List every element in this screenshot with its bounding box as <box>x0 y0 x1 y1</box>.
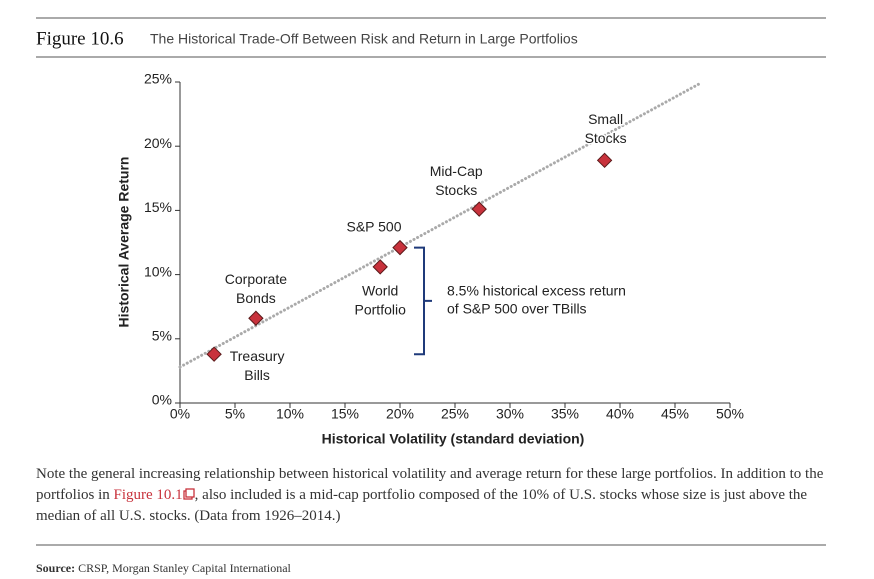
source-text: CRSP, Morgan Stanley Capital Internation… <box>78 561 291 575</box>
y-tick-label: 0% <box>152 392 172 408</box>
x-axis-title: Historical Volatility (standard deviatio… <box>322 431 585 447</box>
y-axis-title: Historical Average Return <box>116 157 132 328</box>
x-tick-label: 15% <box>331 406 359 422</box>
x-tick-label: 35% <box>551 406 579 422</box>
y-tick-label: 5% <box>152 328 172 344</box>
point <box>248 310 264 326</box>
x-tick-label: 20% <box>386 406 414 422</box>
bracket <box>414 246 432 356</box>
point-label: Stocks <box>585 130 627 146</box>
figure-label: Figure 10.6 <box>36 28 124 49</box>
point <box>596 152 613 169</box>
point <box>206 346 222 362</box>
point-label: Small <box>588 111 623 127</box>
link-icon[interactable] <box>183 488 195 500</box>
annotation: of S&P 500 over TBills <box>447 301 587 317</box>
point-label: Corporate <box>225 271 287 287</box>
point-label: World <box>362 283 398 299</box>
y-tick-label: 20% <box>144 135 172 151</box>
note-text: Note the general increasing relationship… <box>36 466 824 503</box>
trend-line <box>178 81 702 369</box>
point <box>372 259 388 275</box>
y-tick-label: 10% <box>144 263 172 279</box>
point-label: Portfolio <box>355 302 407 318</box>
point-label: S&P 500 <box>346 218 401 234</box>
annotation: 8.5% historical excess return <box>447 283 626 299</box>
note-text: , also included is a mid-cap portfolio c… <box>36 487 808 524</box>
point <box>471 201 487 217</box>
y-tick-label: 15% <box>144 199 172 215</box>
source-label: Source: <box>36 561 76 575</box>
x-tick-label: 45% <box>661 406 689 422</box>
x-tick-label: 25% <box>441 406 469 422</box>
x-tick-label: 0% <box>170 406 190 422</box>
chart-title: The Historical Trade-Off Between Risk an… <box>150 31 578 47</box>
note: Note the general increasing relationship… <box>36 464 836 527</box>
point <box>392 239 408 256</box>
point-label: Mid-Cap <box>430 163 483 179</box>
x-tick-label: 10% <box>276 406 304 422</box>
x-tick-label: 30% <box>496 406 524 422</box>
point-label: Bonds <box>236 290 276 306</box>
point-label: Treasury <box>230 348 285 364</box>
figure-link[interactable]: Figure 10.1 <box>113 487 183 503</box>
point-label: Bills <box>244 367 270 383</box>
x-tick-label: 50% <box>716 406 744 422</box>
x-tick-label: 5% <box>225 406 245 422</box>
y-tick-label: 25% <box>144 71 172 87</box>
source: Source: CRSP, Morgan Stanley Capital Int… <box>36 561 291 576</box>
point-label: Stocks <box>435 182 477 198</box>
x-tick-label: 40% <box>606 406 634 422</box>
